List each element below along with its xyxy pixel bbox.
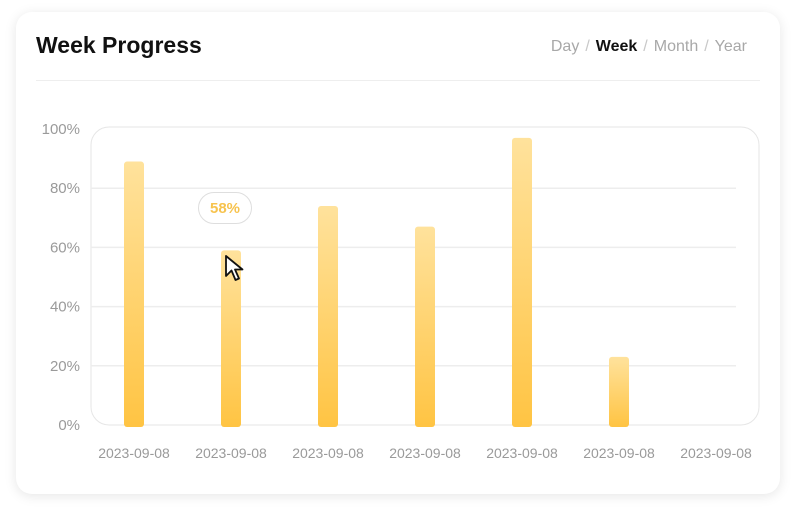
x-tick-label: 2023-09-08 bbox=[195, 445, 267, 461]
tab-day[interactable]: Day bbox=[550, 38, 580, 55]
tab-week[interactable]: Week bbox=[595, 38, 638, 55]
bar[interactable] bbox=[124, 161, 144, 427]
y-tick-label: 0% bbox=[58, 417, 80, 434]
bar[interactable] bbox=[221, 250, 241, 427]
x-tick-label: 2023-09-08 bbox=[389, 445, 461, 461]
y-tick-label: 60% bbox=[50, 239, 80, 256]
time-range-tabs: Day / Week / Month / Year bbox=[551, 38, 747, 56]
tab-year[interactable]: Year bbox=[714, 38, 747, 55]
tab-separator: / bbox=[643, 38, 648, 55]
bar[interactable] bbox=[512, 137, 532, 427]
x-tick-label: 2023-09-08 bbox=[583, 445, 655, 461]
x-tick-label: 2023-09-08 bbox=[292, 445, 364, 461]
y-tick-label: 40% bbox=[50, 299, 80, 316]
x-tick-label: 2023-09-08 bbox=[486, 445, 558, 461]
bar[interactable] bbox=[318, 205, 338, 427]
bar[interactable] bbox=[609, 356, 629, 427]
tab-month[interactable]: Month bbox=[653, 38, 699, 55]
x-tick-label: 2023-09-08 bbox=[680, 445, 752, 461]
page-title: Week Progress bbox=[36, 32, 202, 58]
y-tick-label: 100% bbox=[42, 121, 80, 138]
tab-separator: / bbox=[704, 38, 709, 55]
y-tick-label: 80% bbox=[50, 180, 80, 197]
tab-separator: / bbox=[585, 38, 590, 55]
bar[interactable] bbox=[415, 226, 435, 427]
header-divider bbox=[36, 80, 760, 81]
value-tooltip: 58% bbox=[198, 192, 252, 224]
mouse-pointer-icon bbox=[225, 255, 244, 281]
y-tick-label: 20% bbox=[50, 358, 80, 375]
x-tick-label: 2023-09-08 bbox=[98, 445, 170, 461]
